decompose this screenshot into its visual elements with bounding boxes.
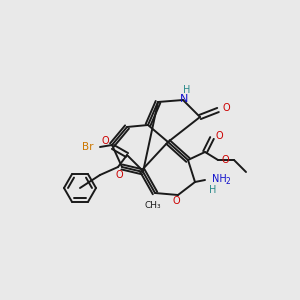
Text: O: O [172, 196, 180, 206]
Text: O: O [215, 131, 223, 141]
Text: O: O [222, 103, 230, 113]
Text: H: H [209, 185, 217, 195]
Text: H: H [183, 85, 191, 95]
Text: O: O [101, 136, 109, 146]
Text: O: O [115, 170, 123, 180]
Text: O: O [221, 155, 229, 165]
Text: Br: Br [82, 142, 94, 152]
Text: N: N [180, 94, 188, 104]
Text: CH₃: CH₃ [145, 200, 161, 209]
Text: NH: NH [212, 174, 227, 184]
Text: 2: 2 [225, 176, 230, 185]
